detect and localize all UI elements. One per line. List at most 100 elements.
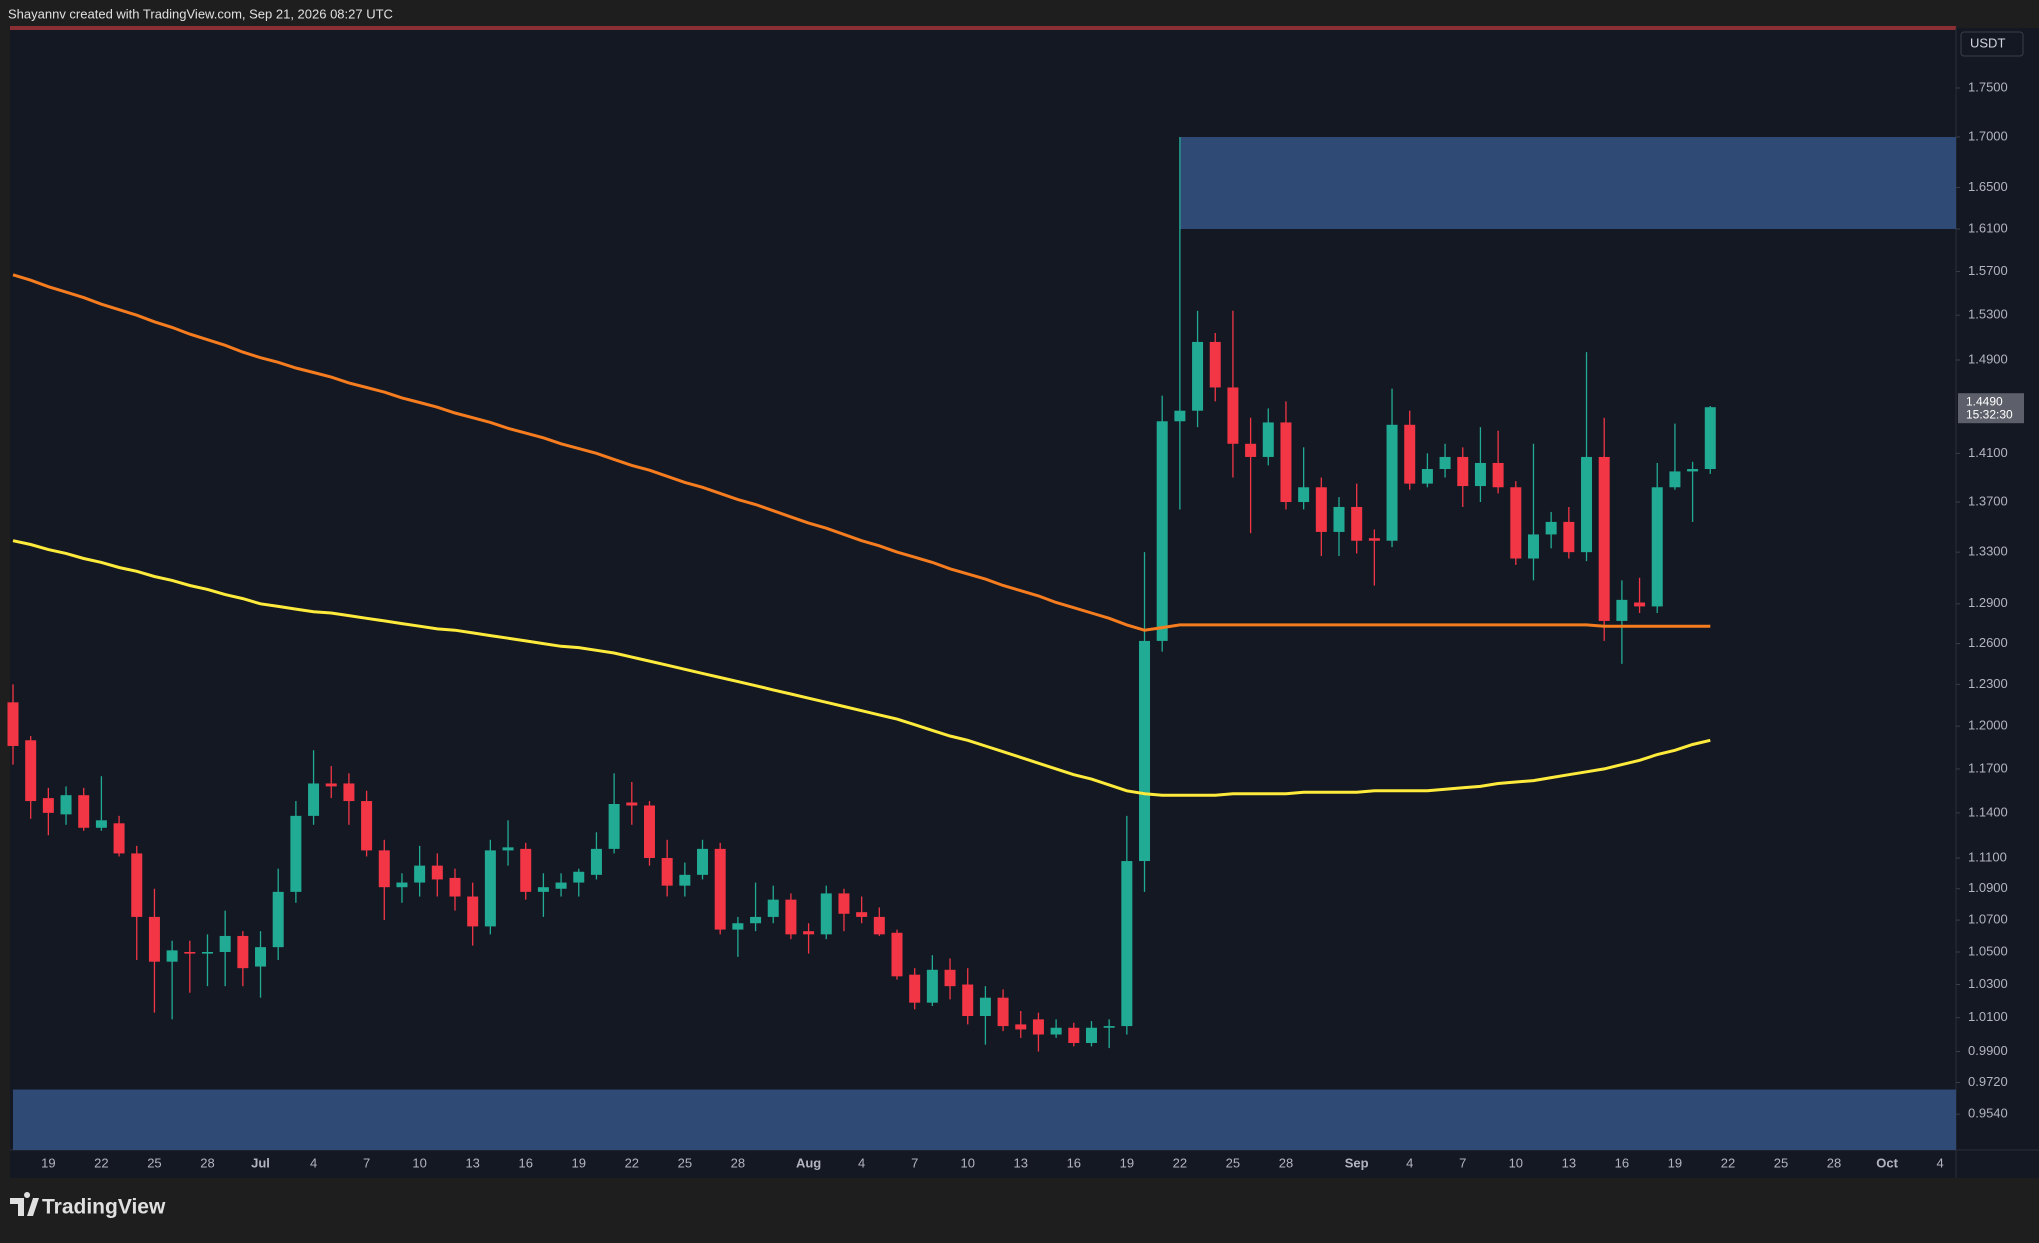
- zone: [1179, 136, 1956, 229]
- candle-body: [962, 984, 974, 1017]
- x-tick-label: 7: [911, 1155, 918, 1170]
- currency-box: [1960, 31, 2024, 57]
- candle-body: [1174, 410, 1186, 422]
- x-tick-label: 19: [1120, 1155, 1134, 1170]
- y-tick-label: 1.2000: [1968, 718, 2008, 733]
- candle-body: [1704, 407, 1716, 470]
- x-tick-label: 10: [412, 1155, 426, 1170]
- candle-body: [1227, 387, 1239, 444]
- candle-body: [60, 795, 72, 815]
- candle-body: [308, 783, 320, 816]
- candle-body: [1368, 538, 1380, 541]
- y-tick-label: 0.9900: [1968, 1043, 2008, 1058]
- x-tick-label: 13: [465, 1155, 479, 1170]
- y-tick-label: 1.0500: [1968, 943, 2008, 958]
- candle-body: [343, 783, 355, 802]
- y-tick-label: 1.1700: [1968, 760, 2008, 775]
- x-tick-label: Aug: [796, 1155, 821, 1170]
- x-tick-label: 28: [200, 1155, 214, 1170]
- candle-body: [679, 874, 691, 886]
- candle-body: [1015, 1024, 1027, 1030]
- candle-body: [1262, 422, 1274, 457]
- candle-body: [661, 857, 673, 886]
- candle-body: [1121, 861, 1133, 1027]
- candle-body: [926, 969, 938, 1003]
- x-tick-label: 13: [1562, 1155, 1576, 1170]
- x-tick-label: 25: [147, 1155, 161, 1170]
- x-tick-label: 19: [41, 1155, 55, 1170]
- candle-body: [944, 969, 956, 987]
- line-series: [12, 539, 1711, 797]
- x-tick-label: 25: [1226, 1155, 1240, 1170]
- candle-body: [1386, 424, 1398, 541]
- candle-body: [750, 916, 762, 924]
- candle-body: [909, 974, 921, 1003]
- y-tick-label: 1.0100: [1968, 1009, 2008, 1024]
- candle-body: [1245, 443, 1257, 457]
- x-tick-label: 19: [1668, 1155, 1682, 1170]
- x-tick-label: 16: [518, 1155, 532, 1170]
- candle-body: [361, 801, 373, 851]
- candle-body: [997, 997, 1009, 1027]
- candle-body: [272, 891, 284, 948]
- candle-body: [1192, 341, 1204, 411]
- candle-body: [7, 702, 19, 746]
- candle-body: [449, 877, 461, 897]
- candle-body: [1439, 456, 1451, 470]
- x-tick-label: 25: [678, 1155, 692, 1170]
- candle-body: [1457, 456, 1469, 487]
- candle-body: [1598, 456, 1610, 621]
- line-series: [12, 273, 1711, 632]
- candle-body: [608, 804, 620, 849]
- candle-body: [95, 820, 107, 828]
- x-tick-label: 4: [310, 1155, 317, 1170]
- candle-body: [467, 896, 479, 927]
- x-tick-label: Jul: [251, 1155, 270, 1170]
- x-tick-label: 19: [572, 1155, 586, 1170]
- y-tick-label: 1.6500: [1968, 179, 2008, 194]
- y-tick-label: 1.0700: [1968, 912, 2008, 927]
- x-tick-label: 16: [1067, 1155, 1081, 1170]
- candle-body: [1510, 487, 1522, 559]
- candle-body: [42, 798, 54, 813]
- candle-body: [732, 923, 744, 930]
- y-tick-label: 1.1100: [1968, 849, 2007, 864]
- y-tick-label: 1.5700: [1968, 263, 2008, 278]
- candle-body: [520, 848, 532, 892]
- candle-body: [113, 823, 125, 854]
- candle-body: [1351, 506, 1363, 541]
- candle-body: [820, 893, 832, 935]
- brand-logo: [10, 1192, 39, 1216]
- y-tick-label: 1.4900: [1968, 351, 2008, 366]
- candle-body: [626, 802, 638, 806]
- candle-body: [378, 850, 390, 888]
- candle-body: [767, 899, 779, 917]
- y-tick-label: 1.7500: [1968, 79, 2008, 94]
- x-tick-label: 28: [731, 1155, 745, 1170]
- y-tick-label: 1.6100: [1968, 220, 2008, 235]
- candle-body: [1421, 469, 1433, 484]
- y-tick-label: 1.0900: [1968, 880, 2008, 895]
- candle-body: [1563, 521, 1575, 553]
- y-tick-label: 0.9720: [1968, 1074, 2008, 1089]
- x-tick-label: 22: [1173, 1155, 1187, 1170]
- candle-body: [219, 935, 231, 952]
- candle-body: [785, 899, 797, 935]
- countdown: 15:32:30: [1966, 407, 2013, 421]
- candle-body: [573, 871, 585, 883]
- y-tick-label: 1.3700: [1968, 493, 2008, 508]
- y-tick-label: 1.3300: [1968, 544, 2008, 559]
- y-tick-label: 1.4100: [1968, 445, 2008, 460]
- candle-body: [1669, 471, 1681, 488]
- candle-body: [184, 951, 196, 954]
- brand-text: TradingView: [42, 1196, 166, 1219]
- candle-body: [255, 947, 267, 967]
- currency: USDT: [1970, 35, 2005, 50]
- candle-body: [555, 882, 567, 889]
- candle-body: [856, 912, 868, 917]
- x-tick-label: 10: [960, 1155, 974, 1170]
- x-tick-label: 4: [1937, 1155, 1944, 1170]
- candle-body: [1280, 422, 1292, 503]
